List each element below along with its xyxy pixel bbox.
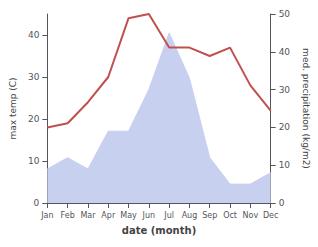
- svg-text:50: 50: [279, 9, 291, 19]
- svg-text:40: 40: [279, 47, 291, 57]
- svg-text:Dec: Dec: [263, 211, 278, 220]
- svg-text:0: 0: [279, 198, 285, 208]
- svg-text:May: May: [120, 211, 137, 220]
- svg-text:Nov: Nov: [243, 211, 259, 220]
- svg-text:med. precipitation (kg/m2): med. precipitation (kg/m2): [301, 48, 311, 169]
- svg-text:Mar: Mar: [80, 211, 96, 220]
- svg-text:30: 30: [28, 72, 40, 82]
- svg-text:Jun: Jun: [142, 211, 156, 220]
- svg-text:Sep: Sep: [202, 211, 217, 220]
- svg-text:10: 10: [28, 156, 40, 166]
- svg-text:20: 20: [279, 122, 291, 132]
- svg-text:0: 0: [34, 198, 40, 208]
- svg-text:Feb: Feb: [61, 211, 75, 220]
- svg-text:30: 30: [279, 85, 291, 95]
- svg-text:10: 10: [279, 160, 291, 170]
- svg-text:Oct: Oct: [223, 211, 237, 220]
- svg-text:date (month): date (month): [122, 225, 196, 236]
- svg-text:max temp (C): max temp (C): [8, 77, 18, 139]
- svg-text:Jan: Jan: [40, 211, 53, 220]
- svg-text:40: 40: [28, 30, 40, 40]
- svg-text:Aug: Aug: [182, 211, 198, 220]
- svg-text:Apr: Apr: [101, 211, 116, 220]
- svg-text:20: 20: [28, 114, 40, 124]
- svg-text:Jul: Jul: [163, 211, 174, 220]
